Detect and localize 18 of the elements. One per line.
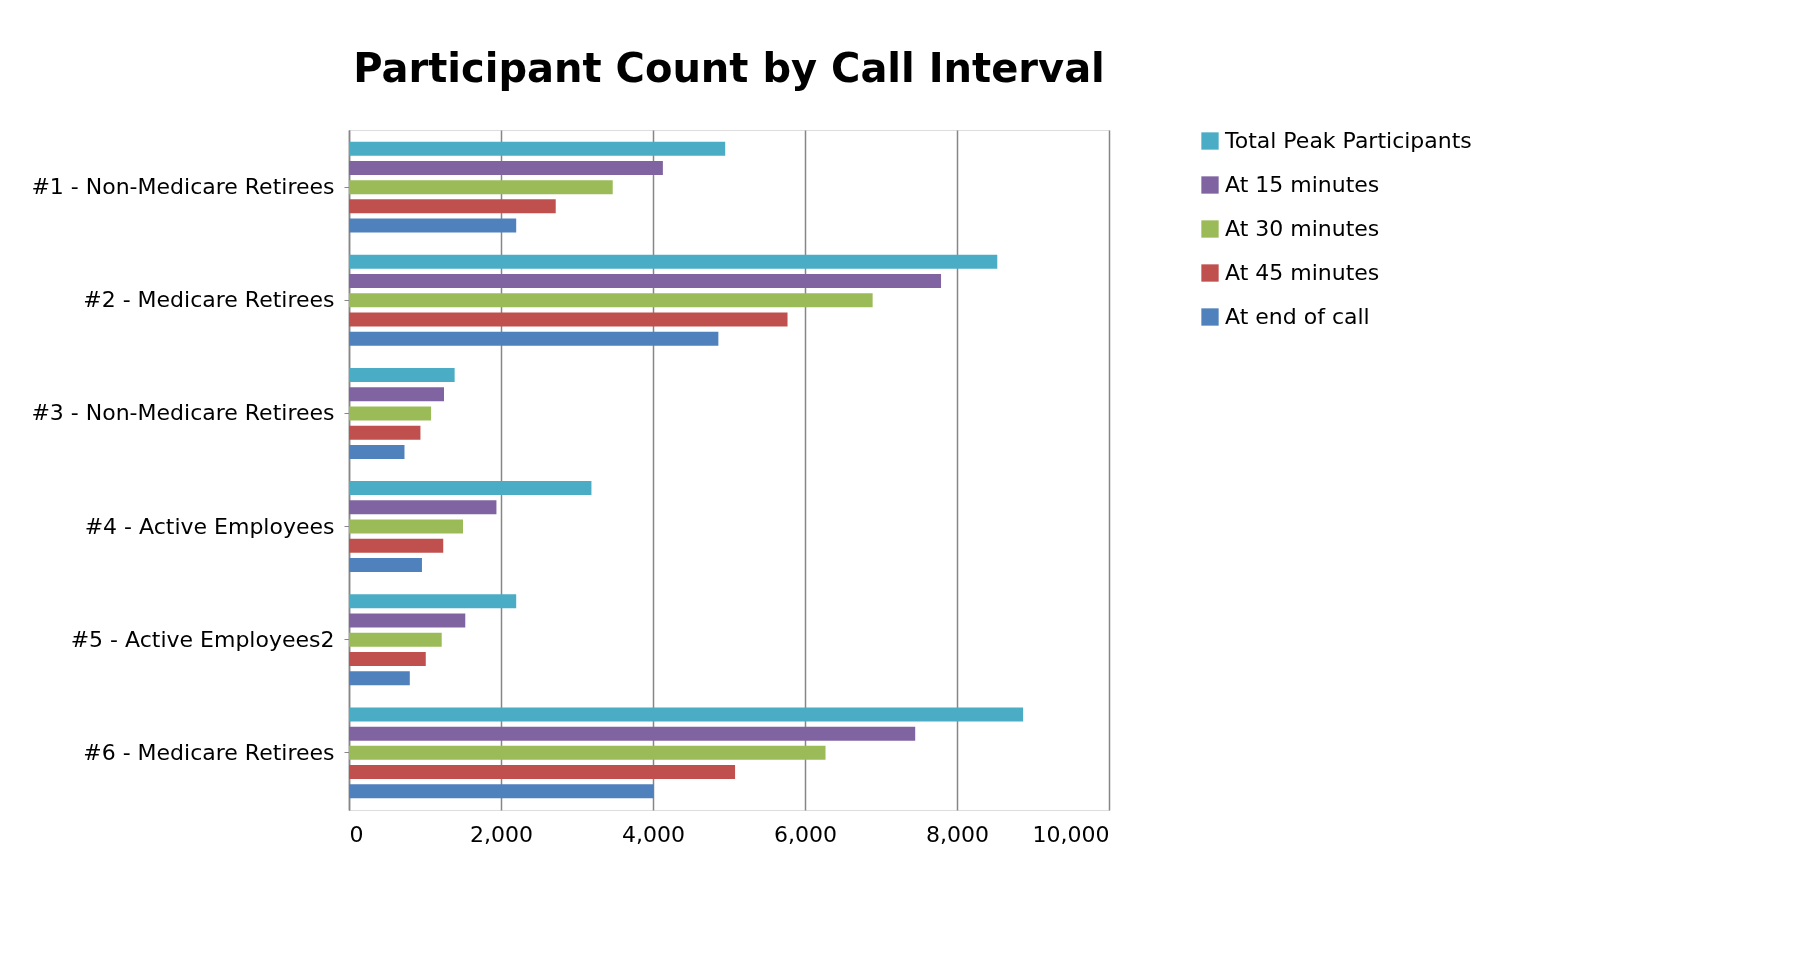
- legend-label: At 45 minutes: [1225, 260, 1380, 285]
- x-tick-label: 0: [349, 821, 364, 847]
- legend-label: At 15 minutes: [1225, 172, 1380, 197]
- legend-label: At 30 minutes: [1225, 216, 1380, 241]
- x-tick-label: 10,000: [1032, 821, 1110, 847]
- x-tick-label: 6,000: [774, 821, 837, 847]
- y-tick-label: #5 - Active Employees2: [70, 626, 335, 652]
- chart-title: Participant Count by Call Interval: [353, 45, 1105, 91]
- y-tick-label: #2 - Medicare Retirees: [83, 287, 335, 313]
- legend-label: At end of call: [1225, 304, 1370, 329]
- y-tick-label: #1 - Non-Medicare Retirees: [31, 174, 335, 200]
- y-tick-label: #6 - Medicare Retirees: [83, 739, 335, 765]
- y-tick-label: #3 - Non-Medicare Retirees: [31, 400, 335, 426]
- x-tick-label: 4,000: [622, 821, 685, 847]
- x-tick-label: 2,000: [470, 821, 533, 847]
- x-tick-label: 8,000: [926, 821, 989, 847]
- y-tick-label: #4 - Active Employees: [84, 513, 335, 539]
- legend-label: Total Peak Participants: [1224, 128, 1472, 153]
